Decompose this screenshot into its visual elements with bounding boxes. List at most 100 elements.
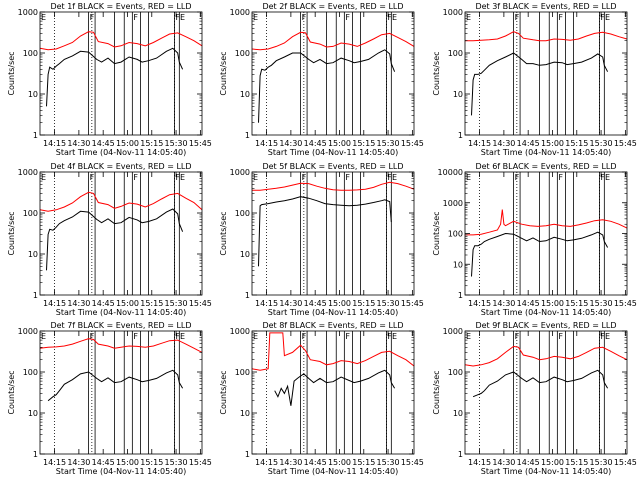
- x-tick-label: 15:00: [116, 299, 139, 308]
- y-tick-label: 1: [33, 450, 38, 459]
- x-tick-label: 15:45: [401, 299, 424, 308]
- y-axis-label: Counts/sec: [219, 370, 228, 414]
- marker-flare-left: F: [515, 13, 520, 22]
- x-tick-label: 15:45: [614, 299, 637, 308]
- x-tick-label: 15:00: [541, 139, 564, 148]
- marker-flare-left: F: [302, 173, 307, 182]
- x-tick-label: 14:15: [43, 458, 66, 467]
- x-tick-label: 14:45: [92, 458, 115, 467]
- x-tick-label: 15:30: [590, 139, 613, 148]
- y-tick-label: 1: [458, 291, 463, 300]
- panel-8: Det 8f BLACK = Events, RED = LLD Counts/s…: [219, 321, 424, 476]
- x-tick-label: 14:15: [255, 458, 278, 467]
- panel-title: Det 5f BLACK = Events, RED = LLD: [262, 162, 403, 171]
- x-tick-label: 15:15: [352, 458, 375, 467]
- plot-frame: [464, 171, 628, 296]
- series-line-lld: [464, 345, 628, 367]
- marker-eclipse: E: [253, 332, 258, 341]
- x-axis-label: Start Time (04-Nov-11 14:05:40): [268, 308, 398, 317]
- marker-flare-left: F: [515, 332, 520, 341]
- x-axis-label: Start Time (04-Nov-11 14:05:40): [268, 467, 398, 476]
- y-tick-label: 100: [235, 49, 250, 58]
- y-axis-label: Counts/sec: [7, 211, 16, 255]
- panel-title: Det 9f BLACK = Events, RED = LLD: [475, 321, 616, 330]
- marker-flare-mid: F: [133, 173, 138, 182]
- marker-flare-right: FE: [600, 173, 610, 182]
- y-tick-label: 1: [245, 131, 250, 140]
- marker-eclipse: E: [41, 332, 46, 341]
- y-tick-label: 100: [235, 368, 250, 377]
- x-tick-label: 14:30: [67, 458, 90, 467]
- y-tick-label: 1: [245, 291, 250, 300]
- y-tick-label: 1: [33, 291, 38, 300]
- marker-flare-mid: F: [558, 13, 563, 22]
- series-line-events: [46, 208, 184, 271]
- x-tick-label: 14:15: [468, 299, 491, 308]
- x-tick-label: 15:45: [614, 139, 637, 148]
- x-tick-label: 15:15: [565, 139, 588, 148]
- marker-flare-right: FE: [387, 173, 397, 182]
- x-tick-label: 15:15: [565, 458, 588, 467]
- y-tick-label: 100: [448, 230, 463, 239]
- x-tick-label: 15:15: [352, 139, 375, 148]
- panel-1: Det 1f BLACK = Events, RED = LLD Counts/s…: [7, 2, 212, 157]
- x-tick-label: 15:00: [541, 299, 564, 308]
- y-tick-label: 10000: [438, 168, 463, 177]
- panel-4: Det 4f BLACK = Events, RED = LLD Counts/s…: [7, 162, 212, 317]
- panel-title: Det 3f BLACK = Events, RED = LLD: [475, 2, 616, 11]
- panel-title: Det 7f BLACK = Events, RED = LLD: [50, 321, 191, 330]
- y-tick-label: 1: [245, 450, 250, 459]
- panel-title: Det 6f BLACK = Events, RED = LLD: [475, 162, 616, 171]
- y-tick-label: 100: [448, 49, 463, 58]
- y-tick-label: 100: [235, 209, 250, 218]
- x-axis-label: Start Time (04-Nov-11 14:05:40): [56, 308, 186, 317]
- marker-flare-left: F: [90, 13, 95, 22]
- x-tick-label: 15:45: [401, 458, 424, 467]
- y-tick-label: 100: [23, 368, 38, 377]
- marker-eclipse: E: [41, 13, 46, 22]
- series-line-events: [46, 47, 184, 107]
- y-axis-label: Counts/sec: [7, 370, 16, 414]
- x-tick-label: 15:15: [140, 458, 163, 467]
- y-axis-label: Counts/sec: [432, 370, 441, 414]
- y-tick-label: 1: [458, 450, 463, 459]
- marker-eclipse: E: [466, 332, 471, 341]
- x-tick-label: 15:15: [565, 299, 588, 308]
- x-tick-label: 14:45: [92, 139, 115, 148]
- x-tick-label: 14:30: [279, 299, 302, 308]
- y-tick-label: 1000: [18, 8, 38, 17]
- x-tick-label: 15:00: [116, 139, 139, 148]
- x-tick-label: 15:30: [377, 458, 400, 467]
- y-axis-label: Counts/sec: [219, 51, 228, 95]
- y-tick-label: 10: [28, 250, 38, 259]
- marker-flare-left: F: [302, 13, 307, 22]
- y-tick-label: 1000: [230, 8, 250, 17]
- panel-title: Det 2f BLACK = Events, RED = LLD: [262, 2, 403, 11]
- series-line-lld: [39, 191, 203, 212]
- plot-frame: [464, 11, 628, 136]
- x-tick-label: 14:30: [67, 299, 90, 308]
- marker-flare-mid: F: [133, 332, 138, 341]
- x-tick-label: 14:45: [517, 139, 540, 148]
- y-tick-label: 1000: [443, 8, 463, 17]
- series-line-lld: [465, 31, 628, 42]
- x-tick-label: 15:15: [140, 139, 163, 148]
- x-tick-label: 15:30: [590, 299, 613, 308]
- y-tick-label: 1000: [443, 199, 463, 208]
- plot-frame: [251, 330, 415, 455]
- x-axis-label: Start Time (04-Nov-11 14:05:40): [481, 467, 611, 476]
- series-line-events: [258, 196, 392, 267]
- x-tick-label: 15:00: [328, 458, 351, 467]
- y-tick-label: 10: [453, 409, 463, 418]
- y-tick-label: 10: [28, 90, 38, 99]
- x-tick-label: 14:15: [255, 299, 278, 308]
- x-tick-label: 15:45: [614, 458, 637, 467]
- x-tick-label: 14:45: [517, 299, 540, 308]
- plot-frame: [464, 330, 628, 455]
- x-tick-label: 15:30: [165, 458, 188, 467]
- series-line-lld: [252, 181, 415, 191]
- marker-eclipse: E: [466, 13, 471, 22]
- marker-flare-mid: F: [345, 13, 350, 22]
- x-tick-label: 14:30: [67, 139, 90, 148]
